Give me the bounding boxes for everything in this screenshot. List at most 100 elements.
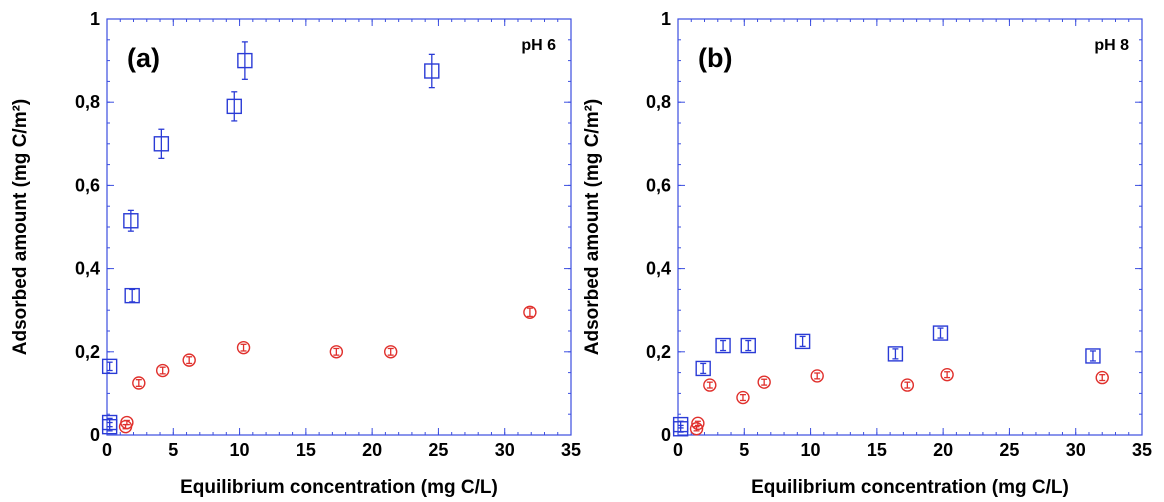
circle-data-point: [182, 353, 196, 367]
square-data-point: [101, 414, 118, 431]
x-tick-label: 35: [1132, 440, 1152, 460]
circle-data-point: [132, 376, 146, 390]
chart-panel-a: 0 5 10 15 20 25 30 35 0 0,2 0,4 0,6 0,8 1 (a) pH 6 Eq…: [10, 9, 581, 498]
x-tick-label: 20: [362, 440, 382, 460]
square-data-point: [695, 360, 711, 377]
square-marker: [226, 98, 242, 115]
y-tick-label: 0: [90, 425, 100, 445]
circle-marker: [523, 305, 537, 319]
plot-frame: [677, 18, 1143, 436]
y-tick-label: 0,2: [646, 342, 671, 362]
tick-labels: 0 5 10 15 20 25 30 35 0 0,2 0,4 0,6 0,8 1: [646, 9, 1152, 460]
x-axis-title: Equilibrium concentration (mg C/L): [751, 477, 1069, 498]
square-data-point: [740, 337, 756, 354]
square-data-point: [424, 53, 440, 89]
square-data-point: [237, 41, 253, 80]
chart-panel-b: 0 5 10 15 20 25 30 35 0 0,2 0,4 0,6 0,8 1 (b) pH 8 Eq…: [582, 9, 1152, 498]
square-marker: [123, 213, 139, 229]
y-tick-label: 1: [661, 9, 671, 29]
square-marker: [794, 333, 811, 350]
square-marker: [1085, 348, 1101, 364]
x-tick-label: 5: [739, 440, 749, 460]
y-tick-label: 0,8: [646, 92, 671, 112]
x-tick-label: 30: [1066, 440, 1086, 460]
circle-data-point: [900, 378, 915, 392]
circle-marker: [940, 367, 954, 382]
circle-data-point: [120, 415, 134, 430]
x-tick-label: 0: [673, 440, 683, 460]
y-axis-title: Adsorbed amount (mg C/m²): [582, 99, 603, 356]
x-tick-label: 15: [296, 440, 316, 460]
circle-data-point: [236, 340, 251, 355]
circle-data-point: [523, 305, 537, 319]
y-tick-label: 0,2: [75, 342, 100, 362]
x-tick-label: 0: [102, 440, 112, 460]
square-data-point: [124, 287, 140, 304]
circle-data-point: [691, 416, 705, 431]
square-data-point: [932, 325, 949, 341]
square-marker: [740, 337, 756, 354]
axis-ticks: [677, 18, 1143, 436]
panel-label: (a): [127, 43, 160, 73]
x-tick-label: 5: [168, 440, 178, 460]
y-tick-label: 0,8: [75, 92, 100, 112]
circle-data-point: [810, 369, 824, 383]
panel-label: (b): [698, 43, 732, 73]
circle-marker: [384, 345, 398, 359]
square-data-point: [101, 358, 118, 375]
y-axis-title: Adsorbed amount (mg C/m²): [10, 99, 31, 356]
circle-marker: [329, 345, 344, 359]
y-tick-label: 0,4: [75, 259, 100, 279]
circle-data-point: [757, 375, 771, 389]
circle-marker: [120, 415, 134, 430]
data-marks: [101, 41, 537, 435]
x-tick-label: 35: [561, 440, 581, 460]
square-data-point: [672, 416, 689, 433]
x-tick-label: 30: [495, 440, 515, 460]
circle-data-point: [1095, 370, 1109, 385]
circle-data-point: [384, 345, 398, 359]
square-data-point: [1085, 348, 1101, 364]
y-tick-label: 0,6: [646, 175, 671, 195]
y-tick-label: 0,6: [75, 175, 100, 195]
circle-data-point: [703, 378, 717, 392]
circle-marker: [182, 353, 196, 367]
circle-marker: [1095, 370, 1109, 385]
circle-marker: [703, 378, 717, 392]
data-marks: [672, 325, 1109, 437]
x-tick-label: 10: [230, 440, 250, 460]
square-marker: [672, 416, 689, 433]
square-data-point: [153, 128, 170, 160]
square-data-point: [715, 337, 731, 354]
circle-marker: [810, 369, 824, 383]
circle-marker: [736, 390, 750, 405]
square-data-point: [123, 209, 139, 232]
square-marker: [887, 346, 904, 362]
ph-annotation: pH 6: [521, 37, 556, 54]
square-data-point: [226, 91, 242, 122]
plot-frame: [106, 18, 572, 436]
circle-marker: [900, 378, 915, 392]
square-data-point: [794, 333, 811, 350]
square-marker: [101, 414, 118, 431]
square-data-point: [887, 346, 904, 362]
square-marker: [424, 63, 440, 79]
x-tick-label: 20: [933, 440, 953, 460]
x-tick-label: 15: [867, 440, 887, 460]
circle-data-point: [329, 345, 344, 359]
y-tick-label: 0,4: [646, 259, 671, 279]
y-tick-label: 1: [90, 9, 100, 29]
square-marker: [153, 136, 170, 152]
square-marker: [101, 358, 118, 375]
circle-marker: [236, 340, 251, 355]
x-tick-label: 25: [428, 440, 448, 460]
circle-marker: [689, 422, 704, 436]
square-marker: [124, 287, 140, 304]
x-axis-title: Equilibrium concentration (mg C/L): [180, 477, 498, 498]
circle-data-point: [940, 367, 954, 382]
axis-ticks: [106, 18, 572, 436]
circle-data-point: [155, 363, 170, 378]
ph-annotation: pH 8: [1094, 37, 1129, 54]
circle-marker: [155, 363, 170, 378]
